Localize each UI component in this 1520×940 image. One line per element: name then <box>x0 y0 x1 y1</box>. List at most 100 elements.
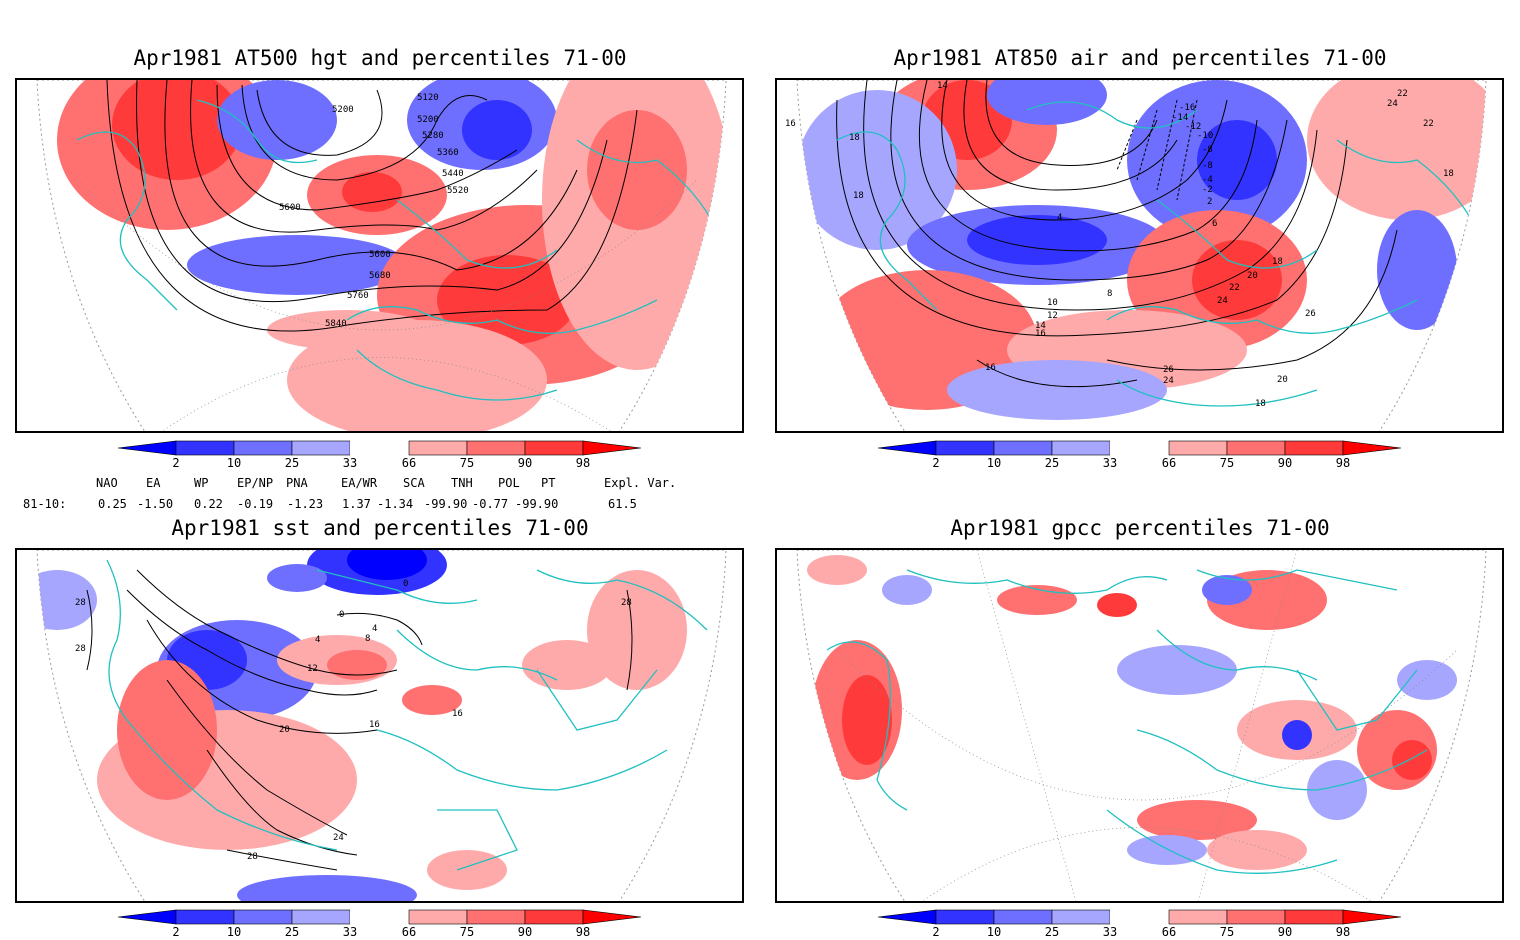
contour-label: -14 <box>1172 113 1188 123</box>
contour-label: 16 <box>985 363 996 373</box>
colorbar-tick-label: 66 <box>1162 456 1176 470</box>
contour-label: 4 <box>315 635 320 645</box>
colorbar-swatch <box>1051 909 1111 925</box>
idx-value: -1.23 <box>287 497 324 511</box>
colorbar-1: 2 10 25 33 66 75 90 98 <box>117 440 642 470</box>
contour-label: 16 <box>369 720 380 730</box>
colorbar-swatch <box>1110 910 1169 924</box>
idx-header: PNA <box>286 476 308 490</box>
panel-2-svg: 14 16 18 18 -16 -14 -12 -10 -8 -8 -4 -2 … <box>785 80 1487 431</box>
contour-label: 14 <box>1035 321 1046 331</box>
panel-3-svg: 28 28 0 0 4 4 8 12 16 16 20 24 28 28 <box>36 550 727 901</box>
idx-value: 61.5 <box>608 497 637 511</box>
contour-label: -4 <box>1202 175 1213 185</box>
colorbar-arrow-low <box>877 440 937 456</box>
colorbar-swatch <box>524 909 584 925</box>
hemisphere-outline <box>36 80 727 431</box>
contour-label: 12 <box>1047 311 1058 321</box>
idx-value: 0.25 <box>98 497 127 511</box>
colorbar-tick-label: 66 <box>1162 925 1176 939</box>
contour-label: 18 <box>1255 399 1266 409</box>
indices-header-row: NAO EA WP EP/NP PNA EA/WR SCA TNH POL PT… <box>0 476 760 490</box>
contour-label: 24 <box>1217 296 1228 306</box>
colorbar-tick-label: 66 <box>402 456 416 470</box>
idx-header: POL <box>498 476 520 490</box>
contour-label: 5600 <box>369 250 391 260</box>
colorbar-swatch <box>233 909 293 925</box>
colorbar-tick-label: 2 <box>172 925 179 939</box>
contour-label: 16 <box>452 709 463 719</box>
contour-label: 2 <box>1207 197 1212 207</box>
colorbar-arrow-high <box>582 440 642 456</box>
contour-label: 28 <box>621 598 632 608</box>
colorbar-arrow-low <box>117 909 177 925</box>
colorbar-swatches: 2 10 25 33 66 75 90 98 <box>117 440 642 470</box>
contour-label: 5440 <box>442 169 464 179</box>
colorbar-swatch <box>291 440 351 456</box>
contour-label: 28 <box>247 852 258 862</box>
idx-header: EA/WR <box>341 476 378 490</box>
panel-2-map: 14 16 18 18 -16 -14 -12 -10 -8 -8 -4 -2 … <box>775 78 1504 433</box>
colorbar-arrow-high <box>582 909 642 925</box>
colorbar-swatch <box>1051 440 1111 456</box>
colorbar-swatch <box>1284 909 1344 925</box>
idx-value: 1.37 <box>342 497 371 511</box>
idx-header: WP <box>194 476 209 490</box>
contour-label: -8 <box>1202 161 1213 171</box>
colorbar-swatches: 2 10 25 33 66 75 90 98 <box>117 909 642 939</box>
colorbar-tick-label: 25 <box>1045 456 1059 470</box>
colorbar-tick-label: 90 <box>1278 456 1292 470</box>
panel-1-title: Apr1981 AT500 hgt and percentiles 71-00 <box>133 46 627 70</box>
colorbar-tick-label: 10 <box>227 925 241 939</box>
colorbar-tick-label: 98 <box>1336 925 1350 939</box>
colorbar-tick-label: 33 <box>1103 925 1117 939</box>
colorbar-swatch <box>993 440 1053 456</box>
colorbar-swatch <box>1110 441 1169 455</box>
panel-4-map <box>775 548 1504 903</box>
contour-label: 0 <box>403 579 408 589</box>
colorbar-tick-label: 2 <box>932 925 939 939</box>
colorbar-swatch <box>466 440 526 456</box>
colorbar-swatch <box>408 440 468 456</box>
colorbar-tick-label: 98 <box>576 456 590 470</box>
colorbar-tick-label: 33 <box>343 456 357 470</box>
colorbar-swatch <box>524 440 584 456</box>
colorbar-swatch <box>1226 440 1286 456</box>
contour-label: 5200 <box>417 115 439 125</box>
colorbar-tick-label: 10 <box>987 925 1001 939</box>
indices-value-row: 81-10: 0.25 -1.50 0.22 -0.19 -1.23 1.37 … <box>0 497 760 511</box>
colorbar-tick-label: 90 <box>518 925 532 939</box>
idx-value: 0.22 <box>194 497 223 511</box>
colorbar-swatches: 2 10 25 33 66 75 90 98 <box>877 440 1402 470</box>
colorbar-tick-label: 75 <box>1220 456 1234 470</box>
colorbar-tick-label: 98 <box>1336 456 1350 470</box>
idx-header: Expl. Var. <box>604 476 677 490</box>
colorbar-tick-label: 75 <box>460 925 474 939</box>
contour-label: 22 <box>1423 119 1434 129</box>
idx-value: -99.90 <box>515 497 559 511</box>
colorbar-swatch <box>350 910 409 924</box>
panel-1-svg: 5200 5120 5200 5280 5360 5440 5520 5600 … <box>36 80 727 431</box>
colorbar-swatch <box>233 440 293 456</box>
contour-label: 18 <box>853 191 864 201</box>
contour-label: 24 <box>1163 376 1174 386</box>
contour-label: 16 <box>785 119 796 129</box>
colorbar-swatch <box>350 441 409 455</box>
contour-label: 4 <box>1057 213 1062 223</box>
contour-label: 5520 <box>447 186 469 196</box>
colorbar-tick-label: 33 <box>343 925 357 939</box>
contour-label: 18 <box>1443 169 1454 179</box>
colorbar-tick-label: 66 <box>402 925 416 939</box>
colorbar-tick-label: 98 <box>576 925 590 939</box>
contour-label: 26 <box>1163 365 1174 375</box>
idx-value: -1.34 <box>377 497 414 511</box>
panel-2-title: Apr1981 AT850 air and percentiles 71-00 <box>893 46 1387 70</box>
colorbar-swatch <box>466 909 526 925</box>
contour-label: 24 <box>1387 99 1398 109</box>
contour-label: 5360 <box>437 148 459 158</box>
contour-label: 5120 <box>417 93 439 103</box>
contour-label: 12 <box>307 664 318 674</box>
contour-label: 28 <box>75 598 86 608</box>
idx-value: -99.90 <box>424 497 468 511</box>
colorbar-swatches: 2 10 25 33 66 75 90 98 <box>877 909 1402 939</box>
